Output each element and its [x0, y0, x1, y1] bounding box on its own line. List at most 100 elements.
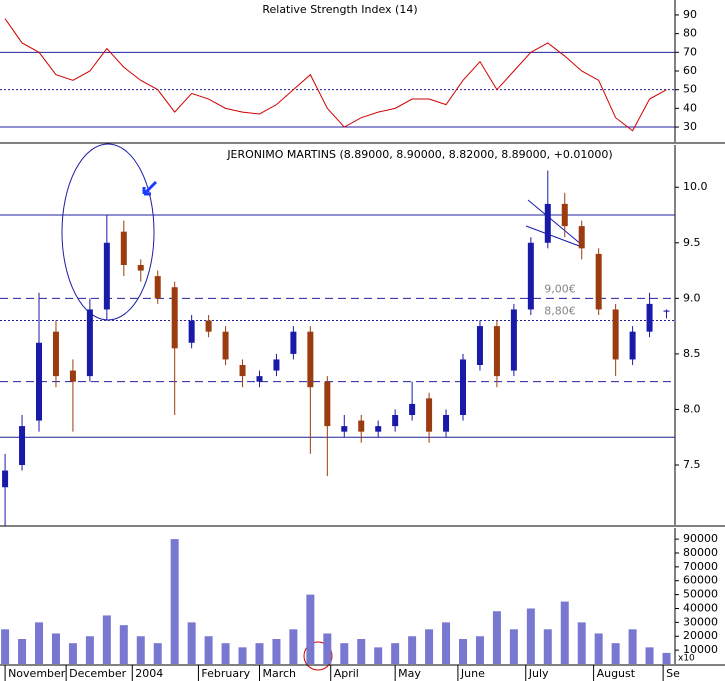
candle-body: [188, 320, 195, 343]
volume-bar: [340, 643, 349, 664]
trend-lines: [525, 199, 583, 248]
candle-body: [222, 331, 229, 360]
y-tick-label: 60000: [683, 574, 718, 587]
volume-bar: [475, 636, 484, 664]
y-tick-label: 80000: [683, 546, 718, 559]
rsi-line: [4, 18, 667, 132]
y-tick-label: 40: [683, 101, 697, 114]
volume-bar: [204, 636, 213, 664]
y-tick-label: 30000: [683, 615, 718, 628]
volume-bar: [374, 647, 383, 664]
x-tick-label: February: [201, 667, 250, 680]
y-tick-label: 50000: [683, 588, 718, 601]
annotation: 8,80€: [544, 305, 576, 318]
volume-bar: [255, 643, 264, 664]
candle-body: [205, 320, 212, 332]
candle-body: [256, 376, 263, 382]
volume-bar: [560, 601, 569, 664]
candle-body: [2, 470, 9, 488]
candle-body: [137, 265, 144, 271]
highlight-circle: [303, 641, 333, 671]
volume-bar: [323, 633, 332, 664]
candle-body: [36, 342, 43, 421]
x-tick-label: May: [398, 667, 421, 680]
candle-body: [341, 426, 348, 432]
candle-body: [375, 426, 382, 432]
volume-bar: [492, 611, 501, 664]
panel-title: JERONIMO MARTINS (8.89000, 8.90000, 8.82…: [226, 148, 612, 161]
volume-bar: [526, 608, 535, 664]
y-tick-label: 7.5: [683, 458, 701, 471]
volume-bar: [221, 643, 230, 664]
volume-bar: [662, 652, 671, 664]
volume-bar: [628, 629, 637, 664]
volume-bar: [509, 629, 518, 664]
y-tick-label: 90000: [683, 532, 718, 545]
x-tick-label: June: [460, 667, 485, 680]
y-tick-label: 90: [683, 8, 697, 21]
highlight-ellipse: [61, 143, 155, 321]
candle-body: [154, 276, 161, 299]
candle-body: [86, 309, 93, 377]
candle-body: [612, 309, 619, 360]
x-tick-label: December: [69, 667, 127, 680]
candle-body: [460, 359, 467, 415]
y-tick-label: 50: [683, 83, 697, 96]
y-tick-label: 60: [683, 64, 697, 77]
volume-bar: [408, 636, 417, 664]
candle-body: [426, 398, 433, 432]
y-tick-label: 10.0: [683, 180, 708, 193]
volume-bar: [102, 615, 111, 664]
volume-bar: [153, 643, 162, 664]
candle-body: [171, 287, 178, 349]
y-tick-label: 40000: [683, 601, 718, 614]
candle-body: [409, 403, 416, 415]
candle-body: [561, 203, 568, 227]
candle-body: [527, 242, 534, 310]
candle-body: [544, 203, 551, 243]
y-tick-label: 70: [683, 45, 697, 58]
volume-bar: [543, 629, 552, 664]
volume-bar: [272, 639, 281, 664]
y-tick-label: 9.0: [683, 291, 701, 304]
volume-bar: [425, 629, 434, 664]
y-tick-label: 8.0: [683, 402, 701, 415]
volume-bar: [391, 643, 400, 664]
volume-bar: [577, 622, 586, 664]
x-tick-label: 2004: [135, 667, 163, 680]
candle-body: [69, 370, 76, 382]
candle-body: [324, 381, 331, 427]
candle-body: [239, 365, 246, 377]
candle-body: [392, 415, 399, 427]
volume-bar: [170, 539, 179, 664]
candle-body: [358, 420, 365, 432]
candle-body: [663, 310, 670, 312]
volume-bar: [289, 629, 298, 664]
axis-note: x10: [678, 654, 695, 664]
y-tick-label: 70000: [683, 560, 718, 573]
x-tick-label: July: [528, 667, 549, 680]
candle-body: [307, 331, 314, 388]
volume-bar: [645, 647, 654, 664]
volume-bar: [1, 629, 10, 664]
y-tick-label: 9.5: [683, 236, 701, 249]
candle-body: [103, 242, 110, 310]
y-tick-label: 10000: [683, 643, 718, 656]
volume-bar: [306, 594, 315, 664]
candle-body: [443, 415, 450, 432]
candle-body: [290, 331, 297, 354]
volume-bar: [594, 633, 603, 664]
candle-body: [629, 331, 636, 360]
volume-bar: [35, 622, 44, 664]
volume-bar: [187, 622, 196, 664]
x-tick-label: April: [334, 667, 359, 680]
candle-body: [578, 226, 585, 249]
volume-bar: [119, 625, 128, 664]
y-tick-label: 30: [683, 120, 697, 133]
volume-bar: [68, 643, 77, 664]
volume-bar: [18, 639, 27, 664]
candle-body: [19, 426, 26, 465]
volume-bar: [442, 622, 451, 664]
